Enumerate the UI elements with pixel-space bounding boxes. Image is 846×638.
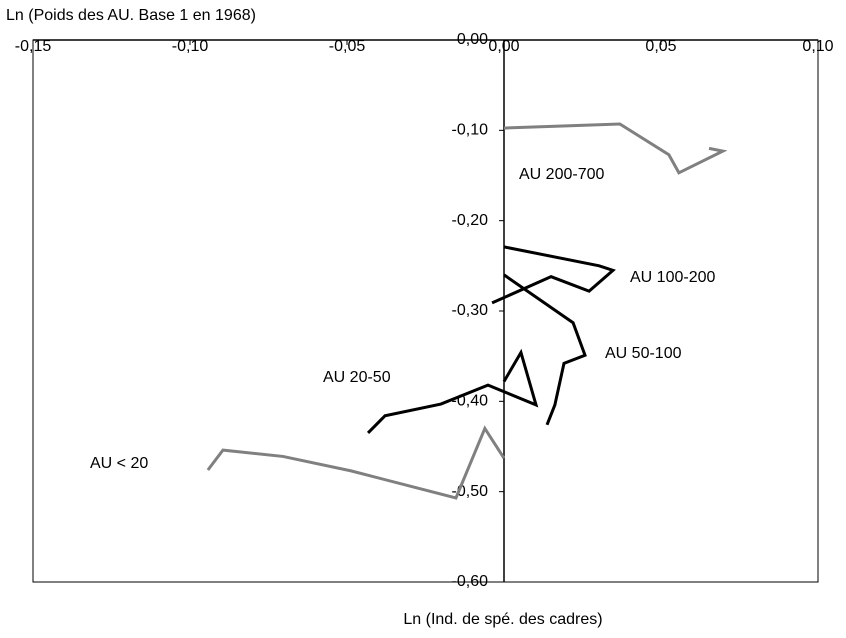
series-line [503,273,587,426]
x-tick-label: 0,05 [645,38,676,55]
x-tick-label: -0,10 [172,38,209,55]
series-label: AU 200-700 [519,166,604,183]
y-tick-label: 0,00 [457,31,488,48]
x-tick-label: 0,00 [488,38,519,55]
y-tick-label: -0,20 [452,212,489,229]
y-axis-title: Ln (Poids des AU. Base 1 en 1968) [6,7,256,24]
series-line [503,122,728,175]
series-line [206,425,506,500]
plot-frame [32,39,819,583]
x-axis-title: Ln (Ind. de spé. des cadres) [403,611,602,628]
series-line [491,245,616,305]
series-label: AU 100-200 [630,269,715,286]
series-label: AU < 20 [90,455,148,472]
x-tick-label: -0,05 [329,38,366,55]
y-tick-label: -0,40 [452,393,489,410]
series-line [366,348,539,435]
series-label: AU 20-50 [323,369,391,386]
series-label: AU 50-100 [605,345,682,362]
y-tick-label: -0,60 [452,573,489,590]
y-tick-label: -0,30 [452,302,489,319]
y-tick-label: -0,10 [452,122,489,139]
x-tick-label: 0,10 [802,38,833,55]
x-tick-label: -0,15 [15,38,52,55]
